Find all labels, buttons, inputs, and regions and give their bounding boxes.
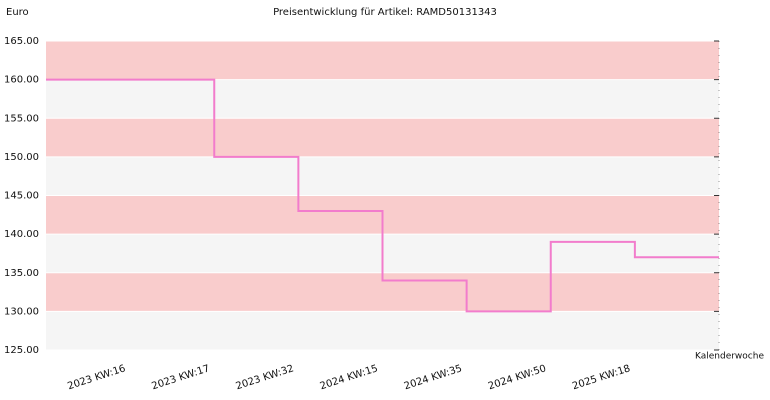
y-tick-label: 155.00 bbox=[4, 113, 39, 124]
price-line bbox=[46, 78, 719, 313]
y-tick-label: 160.00 bbox=[4, 75, 39, 86]
y-axis-label: Euro bbox=[6, 7, 29, 18]
x-tick-label: 2023 KW:16 bbox=[66, 363, 127, 392]
x-tick-label: 2024 KW:35 bbox=[403, 363, 464, 392]
grid-band bbox=[46, 311, 719, 350]
x-tick-label: 2024 KW:50 bbox=[487, 363, 548, 392]
x-tick-label: 2023 KW:32 bbox=[235, 363, 296, 392]
grid-band bbox=[46, 41, 719, 80]
chart-title: Preisentwicklung für Artikel: RAMD501313… bbox=[273, 7, 497, 18]
y-tick-label: 165.00 bbox=[4, 36, 39, 47]
y-tick-label: 140.00 bbox=[4, 229, 39, 240]
x-axis-label: Kalenderwoche bbox=[695, 352, 764, 362]
grid-band bbox=[46, 156, 719, 196]
y-tick-label: 150.00 bbox=[4, 152, 39, 163]
y-tick-label: 145.00 bbox=[4, 191, 39, 202]
grid-band bbox=[46, 118, 719, 157]
y-tick-label: 135.00 bbox=[4, 268, 39, 279]
x-tick-label: 2023 KW:17 bbox=[150, 363, 211, 392]
x-tick-label: 2025 KW:18 bbox=[571, 363, 632, 392]
y-tick-label: 130.00 bbox=[4, 306, 39, 317]
grid-band bbox=[46, 79, 719, 119]
x-tick-label: 2024 KW:15 bbox=[319, 363, 380, 392]
y-tick-label: 125.00 bbox=[4, 345, 39, 356]
